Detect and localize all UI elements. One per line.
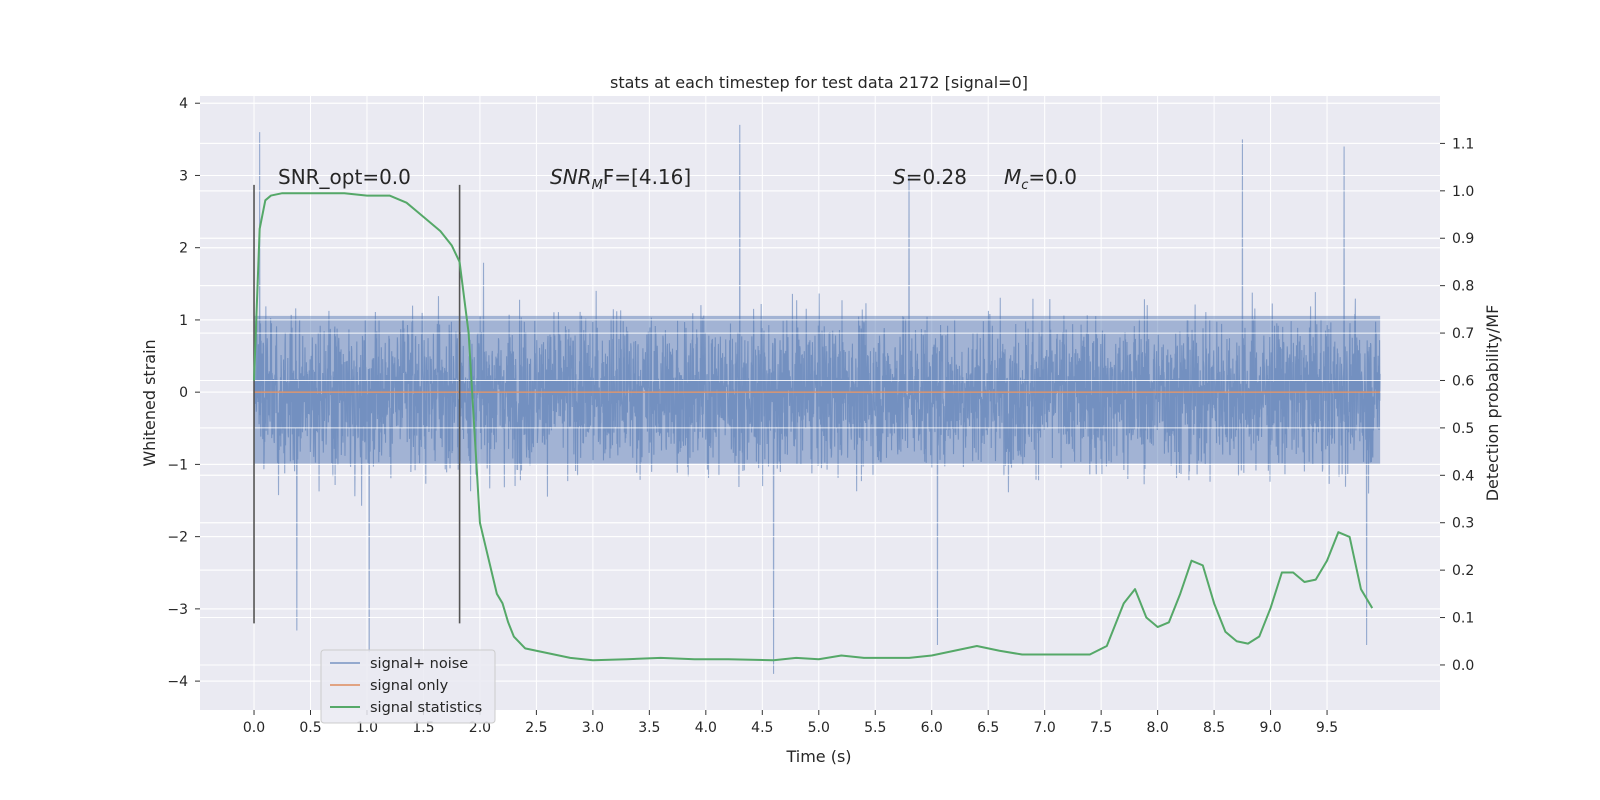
y-tick-label: 1	[179, 313, 188, 329]
annotations: SNR_opt=0.0 SNRMF=[4.16] S=0.28 Mc=0.0	[278, 165, 1077, 193]
snr-mf-rest: F=[4.16]	[603, 165, 691, 189]
x-tick-label: 0.0	[243, 720, 265, 736]
y2-axis-label: Detection probability/MF	[1483, 305, 1502, 502]
x-tick-label: 4.0	[695, 720, 717, 736]
legend-label-signal: signal only	[370, 678, 449, 694]
x-tick-label: 8.0	[1146, 720, 1168, 736]
x-tick-label: 5.0	[808, 720, 830, 736]
snr-mf-sub: M	[592, 178, 603, 193]
y-tick-label: −3	[167, 602, 188, 618]
x-tick-label: 5.5	[864, 720, 886, 736]
annotation-mc: Mc=0.0	[1004, 165, 1077, 193]
x-tick-label: 7.0	[1034, 720, 1056, 736]
x-tick-label: 6.0	[921, 720, 943, 736]
x-tick-label: 1.5	[412, 720, 434, 736]
legend: signal+ noise signal only signal statist…	[320, 649, 496, 724]
x-tick-label: 7.5	[1090, 720, 1112, 736]
statistics-line	[253, 192, 1374, 662]
y2-tick-label: 0.6	[1452, 373, 1474, 389]
y-tick-label: −4	[167, 674, 188, 690]
x-tick-label: 2.5	[525, 720, 547, 736]
noise-line	[253, 124, 1381, 674]
y2-tick-label: 0.4	[1452, 468, 1474, 484]
mc-val: =0.0	[1028, 165, 1077, 189]
marker-lines	[253, 184, 1374, 662]
x-tick-label: 4.5	[751, 720, 773, 736]
y-tick-label: 0	[179, 385, 188, 401]
y2-tick-label: 0.3	[1452, 516, 1474, 532]
annotation-snr-mf: SNRMF=[4.16]	[550, 165, 691, 193]
y2-tick-label: 0.5	[1452, 421, 1474, 437]
x-tick-label: 0.5	[299, 720, 321, 736]
y-axis-label: Whitened strain	[140, 339, 159, 466]
axes: 0.0 0.5 1.0 1.5 2.0 2.5 3.0 3.5 4.0 4.5 5.0 5.5 6.0 6…	[167, 96, 1474, 736]
annotation-snr-opt: SNR_opt=0.0	[278, 165, 411, 189]
chart-title: stats at each timestep for test data 217…	[610, 73, 1028, 92]
y2-tick-label: 1.0	[1452, 184, 1474, 200]
noise-band	[254, 315, 1381, 464]
s-val: =0.28	[906, 165, 967, 189]
x-tick-label: 3.5	[638, 720, 660, 736]
x-tick-label: 6.5	[977, 720, 999, 736]
x-axis-label: Time (s)	[785, 747, 851, 766]
y2-tick-label: 0.1	[1452, 611, 1474, 627]
x-tick-label: 9.0	[1259, 720, 1281, 736]
y-tick-label: 3	[179, 168, 188, 184]
x-tick-label: 1.0	[356, 720, 378, 736]
mc-var: M	[1004, 165, 1021, 189]
legend-label-statistics: signal statistics	[370, 700, 482, 716]
y2-tick-label: 0.2	[1452, 563, 1474, 579]
annotation-s: S=0.28	[893, 165, 967, 189]
y2-tick-label: 1.1	[1452, 136, 1474, 152]
x-tick-label: 3.0	[582, 720, 604, 736]
y-tick-label: 2	[179, 241, 188, 257]
y2-tick-label: 0.9	[1452, 231, 1474, 247]
mc-sub: c	[1021, 178, 1028, 193]
y2-tick-label: 0.0	[1452, 658, 1474, 674]
y2-tick-label: 0.7	[1452, 326, 1474, 342]
x-tick-label: 2.0	[469, 720, 491, 736]
y-tick-label: −1	[167, 457, 188, 473]
noise-series	[253, 124, 1381, 674]
x-tick-label: 9.5	[1316, 720, 1338, 736]
legend-label-noise: signal+ noise	[370, 656, 468, 672]
legend-box	[320, 649, 496, 724]
s-var: S	[893, 165, 906, 189]
x-tick-label: 8.5	[1203, 720, 1225, 736]
y2-tick-label: 0.8	[1452, 279, 1474, 295]
y-tick-label: −2	[167, 530, 188, 546]
y-tick-label: 4	[179, 96, 188, 112]
snr-mf-base: SNR	[550, 165, 592, 189]
